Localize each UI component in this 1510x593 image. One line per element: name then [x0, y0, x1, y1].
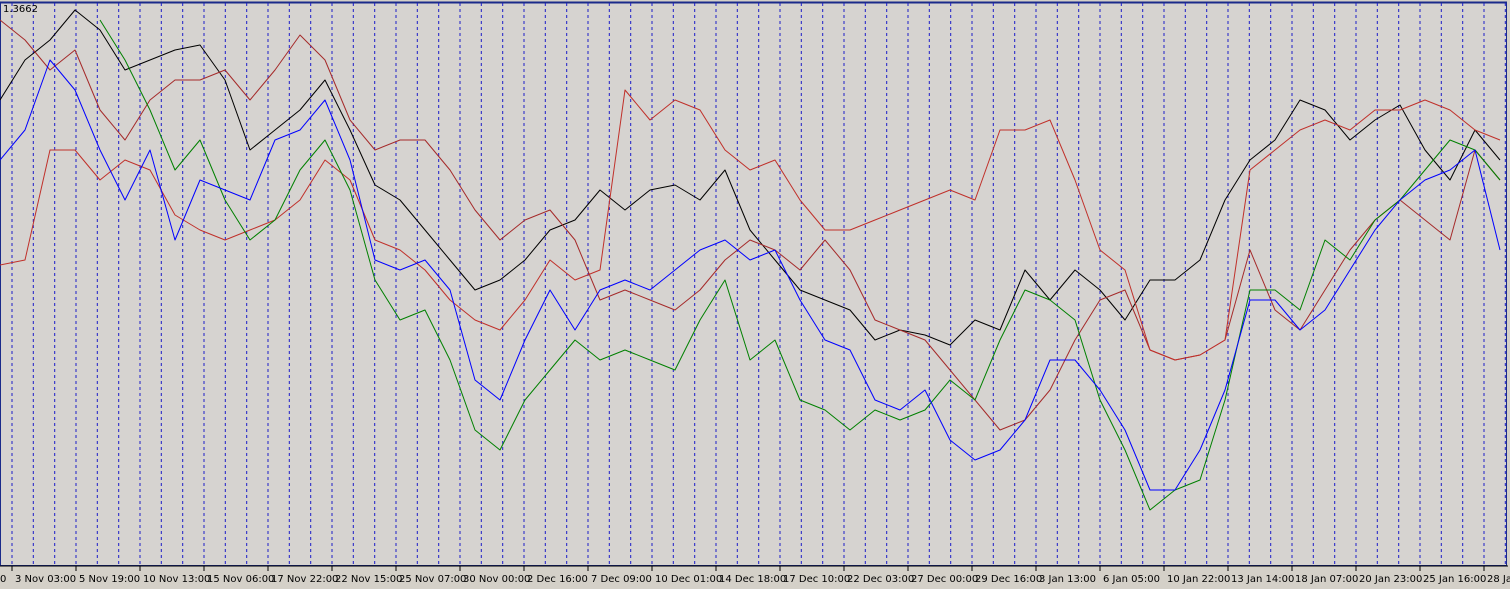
series-line — [99, 19, 1501, 511]
x-tick-label: 30 Nov 00:00 — [463, 574, 530, 585]
x-tick-label: 22 Dec 03:00 — [847, 574, 914, 585]
series-line — [0, 89, 1501, 361]
series-line — [0, 59, 1501, 491]
x-tick-label: 3 Nov 03:00 — [15, 574, 76, 585]
x-tick-label: 17 Nov 22:00 — [271, 574, 338, 585]
x-tick-label: 2 Dec 16:00 — [527, 574, 588, 585]
x-tick-label: 17 Dec 10:00 — [783, 574, 850, 585]
plot-area — [0, 2, 1507, 566]
y-tick-label: 1.3662 — [3, 4, 38, 15]
x-tick-label: 6 Jan 05:00 — [1103, 574, 1160, 585]
x-tick-label: 29 Dec 16:00 — [975, 574, 1042, 585]
x-tick-label: 25 Jan 16:00 — [1423, 574, 1486, 585]
x-tick-label: 18 Jan 07:00 — [1295, 574, 1358, 585]
series-lines — [0, 9, 1501, 511]
status-strip — [0, 589, 1510, 593]
x-tick-label: 22 Nov 15:00 — [335, 574, 402, 585]
x-tick-label: 10 Nov 13:00 — [143, 574, 210, 585]
x-tick-label: 10 Dec 01:00 — [655, 574, 722, 585]
x-tick-label: 20 Jan 23:00 — [1359, 574, 1422, 585]
x-tick-label: 10 Jan 22:00 — [1167, 574, 1230, 585]
series-line — [0, 19, 1501, 431]
x-tick-label: 7 Dec 09:00 — [591, 574, 652, 585]
series-line — [0, 9, 1501, 346]
x-tick-label: 25 Nov 07:00 — [399, 574, 466, 585]
x-tick-label: 3 Jan 13:00 — [1039, 574, 1096, 585]
x-tick-label: 0 — [0, 574, 6, 585]
x-tick-label: 28 Ja — [1487, 574, 1510, 585]
x-tick-label: 13 Jan 14:00 — [1231, 574, 1294, 585]
x-tick-label: 14 Dec 18:00 — [719, 574, 786, 585]
x-tick-label: 15 Nov 06:00 — [207, 574, 274, 585]
x-tick-label: 27 Dec 00:00 — [911, 574, 978, 585]
x-tick-label: 5 Nov 19:00 — [79, 574, 140, 585]
